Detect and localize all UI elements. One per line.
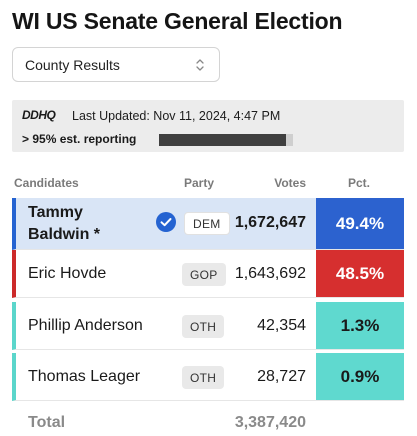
candidate-name: Thomas Leager — [28, 368, 141, 385]
reporting-progress-bar — [159, 134, 293, 146]
table-header: Candidates Party Votes Pct. — [12, 172, 404, 194]
candidate-row-leager[interactable]: Thomas Leager OTH 28,727 0.9% — [12, 353, 404, 401]
chevron-up-down-icon — [196, 59, 204, 71]
candidate-row-baldwin[interactable]: Tammy Baldwin * DEM 1,672,647 49.4% — [12, 198, 404, 250]
total-row: Total 3,387,420 — [12, 404, 404, 436]
party-badge: GOP — [182, 263, 226, 286]
party-badge: OTH — [182, 366, 225, 389]
header-votes: Votes — [274, 176, 306, 190]
ddhq-logo: DDHQ — [22, 108, 56, 122]
candidate-row-hovde[interactable]: Eric Hovde GOP 1,643,692 48.5% — [12, 250, 404, 298]
vote-percentage: 0.9% — [316, 353, 404, 400]
candidate-name: Eric Hovde — [28, 265, 107, 282]
party-badge: DEM — [184, 212, 230, 235]
total-label: Total — [28, 414, 66, 431]
header-candidates: Candidates — [14, 176, 79, 190]
reporting-status-panel: DDHQ Last Updated: Nov 11, 2024, 4:47 PM… — [12, 100, 404, 152]
results-view-select[interactable]: County Results — [12, 47, 220, 82]
header-party: Party — [184, 176, 215, 190]
page-title: WI US Senate General Election — [12, 8, 343, 34]
vote-percentage: 1.3% — [316, 302, 404, 349]
reporting-progress-fill — [159, 134, 287, 146]
vote-percentage: 48.5% — [316, 250, 404, 297]
check-circle-icon — [156, 212, 176, 232]
last-updated-text: Last Updated: Nov 11, 2024, 4:47 PM — [72, 109, 281, 123]
vote-count: 1,672,647 — [234, 214, 306, 231]
reporting-label: > 95% est. reporting — [22, 132, 137, 146]
candidate-name: Tammy Baldwin * — [28, 204, 101, 243]
candidate-name: Phillip Anderson — [28, 317, 143, 334]
vote-percentage: 49.4% — [316, 198, 404, 249]
results-view-value: County Results — [25, 56, 120, 73]
candidate-row-anderson[interactable]: Phillip Anderson OTH 42,354 1.3% — [12, 302, 404, 350]
vote-count: 28,727 — [257, 368, 306, 385]
total-votes: 3,387,420 — [234, 414, 306, 431]
vote-count: 42,354 — [257, 317, 306, 334]
party-badge: OTH — [182, 315, 225, 338]
header-pct: Pct. — [347, 176, 370, 190]
vote-count: 1,643,692 — [234, 265, 306, 282]
